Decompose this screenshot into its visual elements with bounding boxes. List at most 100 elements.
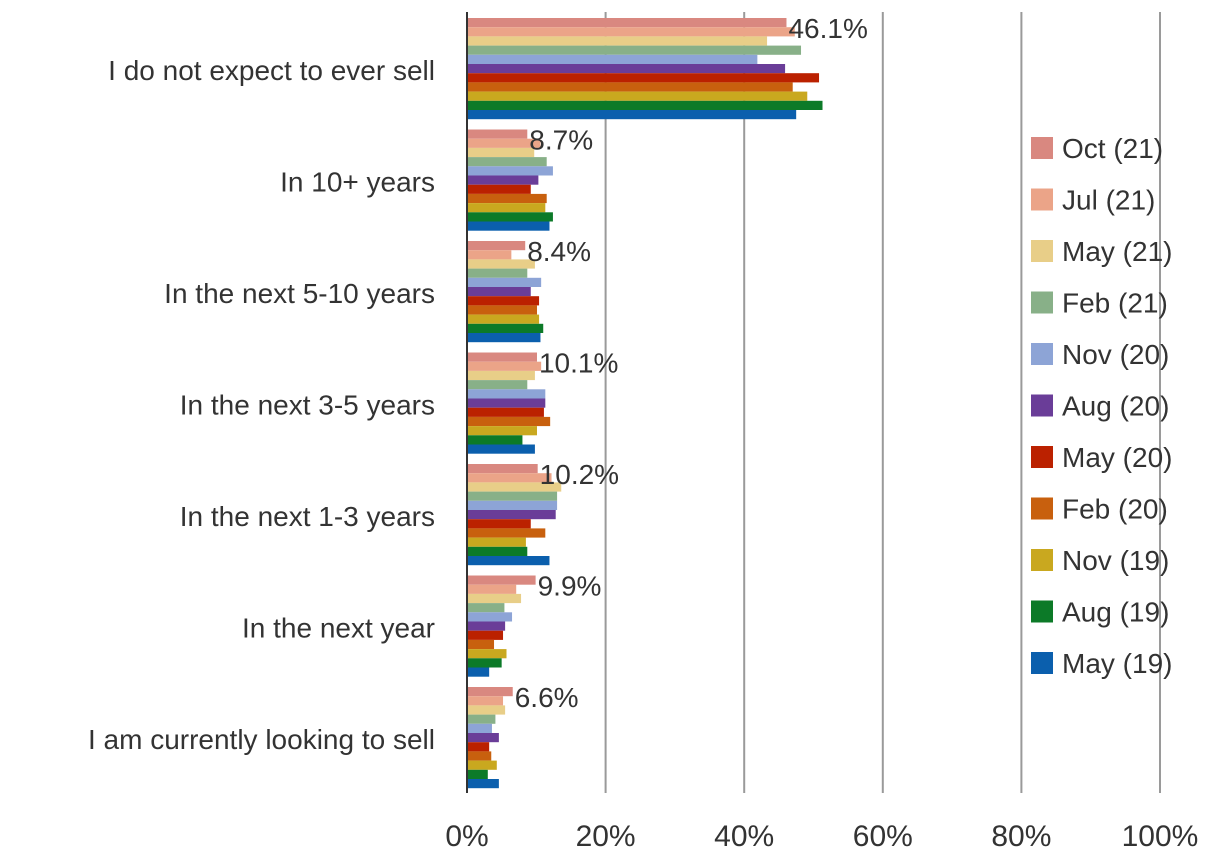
bar: [468, 649, 507, 659]
bar: [468, 426, 537, 436]
bar: [468, 221, 550, 231]
bar: [468, 528, 546, 538]
data-label: 10.2%: [540, 459, 619, 490]
bar: [468, 444, 535, 454]
bar: [468, 751, 492, 761]
bar: [468, 314, 540, 324]
bar: [468, 193, 547, 204]
legend-swatch: [1031, 652, 1053, 674]
x-axis-ticks: 0% 20% 40% 60% 80% 100%: [445, 820, 1198, 853]
bar: [468, 129, 528, 139]
bar: [468, 696, 504, 706]
bar: [468, 473, 552, 483]
bar: [468, 241, 526, 251]
category-label: I am currently looking to sell: [88, 724, 435, 755]
bar: [468, 667, 490, 677]
bar: [468, 250, 512, 260]
legend-swatch: [1031, 549, 1053, 571]
bar: [468, 639, 495, 650]
bar: [468, 287, 531, 297]
bar: [468, 435, 523, 445]
category-labels: I do not expect to ever sell In 10+ years…: [88, 55, 435, 755]
bar: [468, 482, 562, 492]
bar: [468, 714, 496, 724]
legend-label: Jul (21): [1062, 185, 1155, 216]
legend-label: May (19): [1062, 648, 1172, 679]
legend-label: Aug (20): [1062, 391, 1169, 422]
bar: [468, 138, 541, 148]
bar: [468, 64, 786, 74]
bar: [468, 519, 531, 529]
gridlines: [466, 12, 1161, 793]
category-label: In the next year: [242, 613, 435, 644]
bar: [468, 742, 490, 752]
legend-swatch: [1031, 291, 1053, 314]
bar: [468, 464, 538, 474]
bar: [468, 687, 513, 697]
legend-label: Oct (21): [1062, 133, 1163, 164]
category-label: I do not expect to ever sell: [108, 55, 435, 86]
bar: [468, 175, 539, 185]
bar: [468, 184, 531, 194]
bar: [468, 779, 499, 789]
bar: [468, 389, 546, 399]
bar: [468, 500, 558, 510]
bar: [468, 91, 808, 101]
bar: [468, 546, 528, 556]
bar: [468, 556, 550, 566]
bar: [468, 575, 536, 585]
bar: [468, 769, 488, 779]
bar: [468, 612, 513, 622]
legend-label: May (20): [1062, 442, 1172, 473]
bar: [468, 510, 556, 520]
legend-label: May (21): [1062, 236, 1172, 267]
bar: [468, 203, 546, 213]
category-label: In the next 5-10 years: [164, 278, 435, 309]
legend-swatch: [1031, 394, 1053, 417]
bar: [468, 584, 517, 594]
bar: [468, 380, 528, 390]
legend-swatch: [1031, 497, 1053, 520]
bar: [468, 352, 537, 362]
x-tick-label: 0%: [445, 820, 488, 853]
bar: [468, 54, 758, 64]
x-tick-label: 100%: [1122, 820, 1199, 853]
bar: [468, 110, 797, 120]
bar: [468, 259, 535, 269]
bar: [468, 82, 793, 92]
bar: [468, 760, 497, 770]
bar: [468, 705, 506, 715]
bar: [468, 733, 499, 743]
bar: [468, 603, 505, 613]
bar: [468, 416, 551, 427]
bar: [468, 212, 553, 222]
bar: [468, 45, 802, 55]
bar: [468, 73, 820, 83]
legend-label: Nov (19): [1062, 545, 1169, 576]
bar: [468, 147, 535, 158]
legend-label: Nov (20): [1062, 339, 1169, 370]
legend: Oct (21) Jul (21) May (21) Feb (21) Nov (20)…: [1031, 133, 1172, 679]
data-label: 6.6%: [515, 682, 579, 713]
bar: [468, 268, 528, 278]
x-tick-label: 20%: [576, 820, 636, 853]
legend-swatch: [1031, 446, 1053, 468]
legend-swatch: [1031, 343, 1053, 365]
bar: [468, 277, 542, 287]
bar: [468, 593, 522, 604]
x-tick-label: 40%: [714, 820, 774, 853]
bar: [468, 27, 795, 37]
bar: [468, 407, 544, 417]
legend-swatch: [1031, 240, 1053, 262]
legend-swatch: [1031, 600, 1053, 623]
legend-label: Aug (19): [1062, 597, 1169, 628]
data-label: 9.9%: [538, 571, 602, 602]
legend-swatch: [1031, 188, 1053, 211]
data-label: 8.4%: [527, 236, 591, 267]
bar: [468, 333, 541, 343]
data-label: 8.7%: [529, 125, 593, 156]
bar: [468, 723, 492, 733]
bar: [468, 100, 823, 110]
bar: [468, 166, 553, 176]
